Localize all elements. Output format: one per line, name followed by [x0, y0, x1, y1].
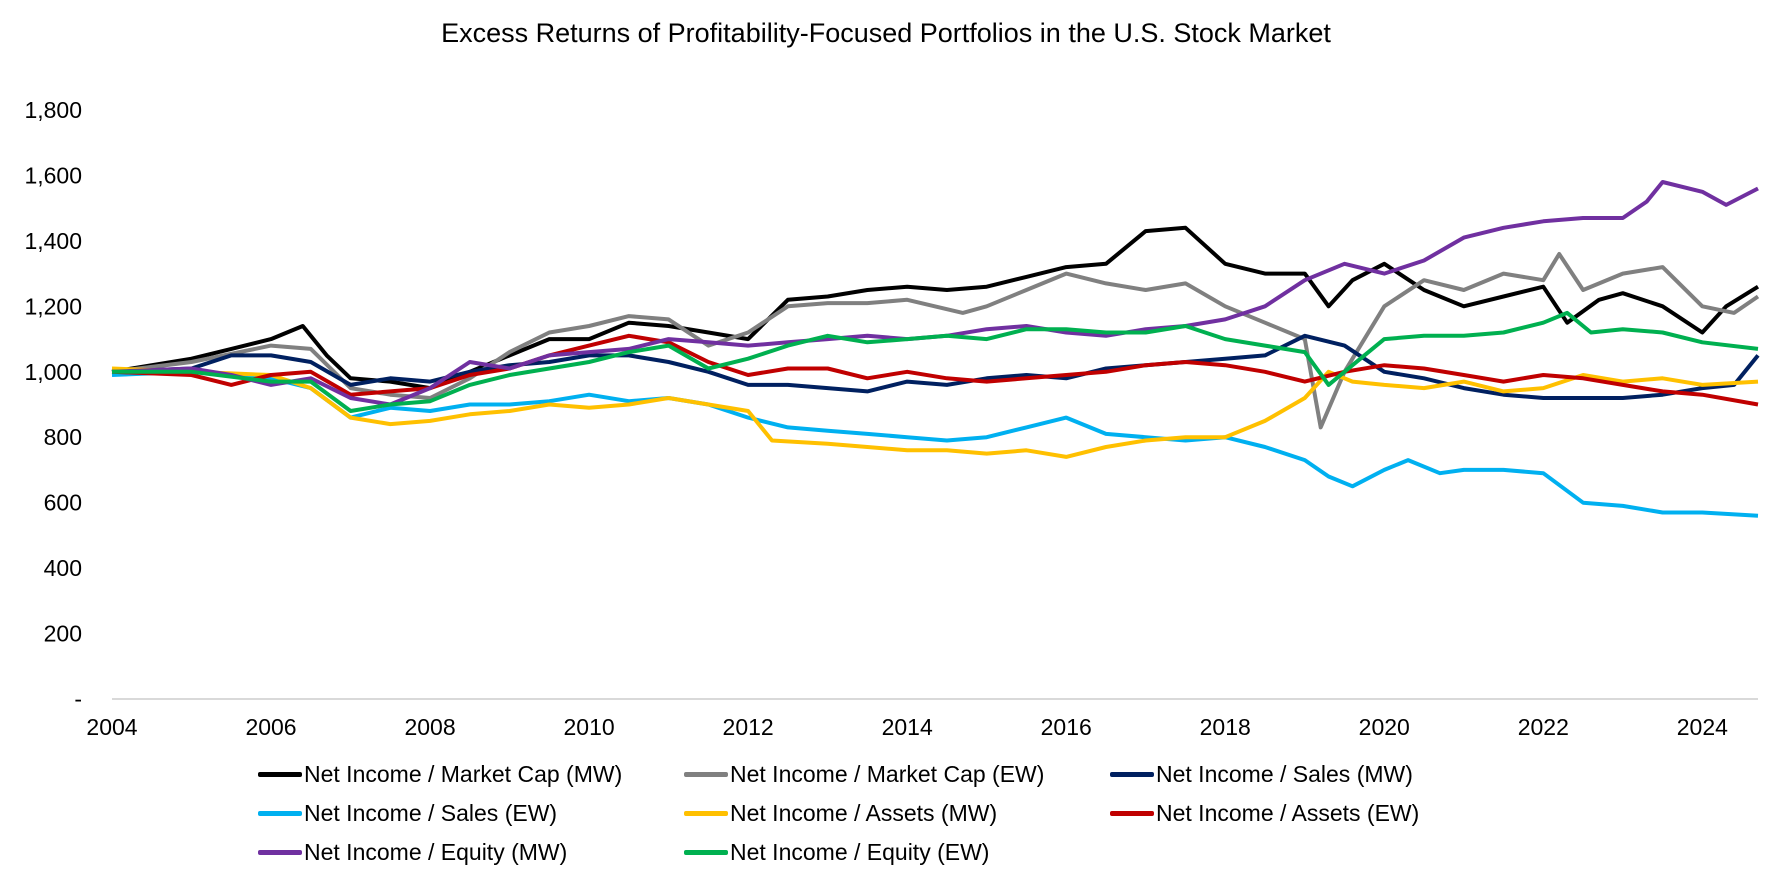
legend-item: Net Income / Sales (MW) — [1110, 760, 1470, 788]
series-line-3 — [111, 369, 1759, 518]
legend-item: Net Income / Assets (MW) — [684, 799, 1110, 827]
y-tick-label: 1,000 — [24, 359, 82, 385]
series-line-5 — [111, 333, 1759, 407]
y-tick-label: 1,600 — [24, 162, 82, 188]
legend-swatch — [684, 771, 728, 777]
series-line-6 — [111, 180, 1759, 407]
x-tick-label: 2006 — [245, 714, 296, 740]
x-tick-label: 2010 — [564, 714, 615, 740]
legend-item: Net Income / Assets (EW) — [1110, 799, 1470, 827]
y-tick-label: 600 — [44, 490, 82, 516]
y-tick-label: 400 — [44, 555, 82, 581]
legend-item: Net Income / Market Cap (EW) — [684, 760, 1110, 788]
legend-label: Net Income / Equity (EW) — [730, 838, 990, 865]
x-tick-label: 2008 — [404, 714, 455, 740]
legend-item: Net Income / Market Cap (MW) — [258, 760, 684, 788]
legend-label: Net Income / Assets (EW) — [1156, 799, 1420, 826]
chart-title: Excess Returns of Profitability-Focused … — [441, 18, 1331, 48]
y-tick-label: 800 — [44, 424, 82, 450]
legend: Net Income / Market Cap (MW) Net Income /… — [258, 760, 1470, 866]
y-tick-label: - — [74, 686, 82, 712]
legend-swatch — [258, 849, 302, 855]
x-tick-label: 2024 — [1677, 714, 1728, 740]
legend-label: Net Income / Market Cap (MW) — [304, 760, 623, 787]
y-tick-label: 1,800 — [24, 97, 82, 123]
legend-label: Net Income / Market Cap (EW) — [730, 760, 1045, 787]
legend-label: Net Income / Sales (MW) — [1156, 760, 1413, 787]
legend-item: Net Income / Sales (EW) — [258, 799, 684, 827]
y-tick-label: 1,200 — [24, 293, 82, 319]
series-line-0 — [111, 225, 1760, 391]
series-line-7 — [112, 310, 1759, 413]
legend-swatch — [258, 810, 302, 816]
x-tick-label: 2018 — [1200, 714, 1251, 740]
legend-label: Net Income / Assets (MW) — [730, 799, 998, 826]
x-tick-label: 2014 — [882, 714, 933, 740]
legend-swatch — [684, 810, 728, 816]
legend-item: Net Income / Equity (EW) — [684, 838, 1110, 866]
y-tick-label: 1,400 — [24, 228, 82, 254]
legend-label: Net Income / Equity (MW) — [304, 838, 568, 865]
legend-swatch — [1110, 810, 1154, 816]
series-line-1 — [111, 252, 1760, 430]
legend-swatch — [258, 771, 302, 777]
legend-item: Net Income / Equity (MW) — [258, 838, 684, 866]
legend-swatch — [1110, 771, 1154, 777]
x-tick-label: 2020 — [1359, 714, 1410, 740]
legend-label: Net Income / Sales (EW) — [304, 799, 558, 826]
x-tick-label: 2022 — [1518, 714, 1569, 740]
legend-swatch — [684, 849, 728, 855]
y-tick-label: 200 — [44, 621, 82, 647]
x-tick-label: 2004 — [86, 714, 137, 740]
x-tick-label: 2012 — [723, 714, 774, 740]
x-tick-label: 2016 — [1041, 714, 1092, 740]
series-line-4 — [111, 366, 1759, 459]
